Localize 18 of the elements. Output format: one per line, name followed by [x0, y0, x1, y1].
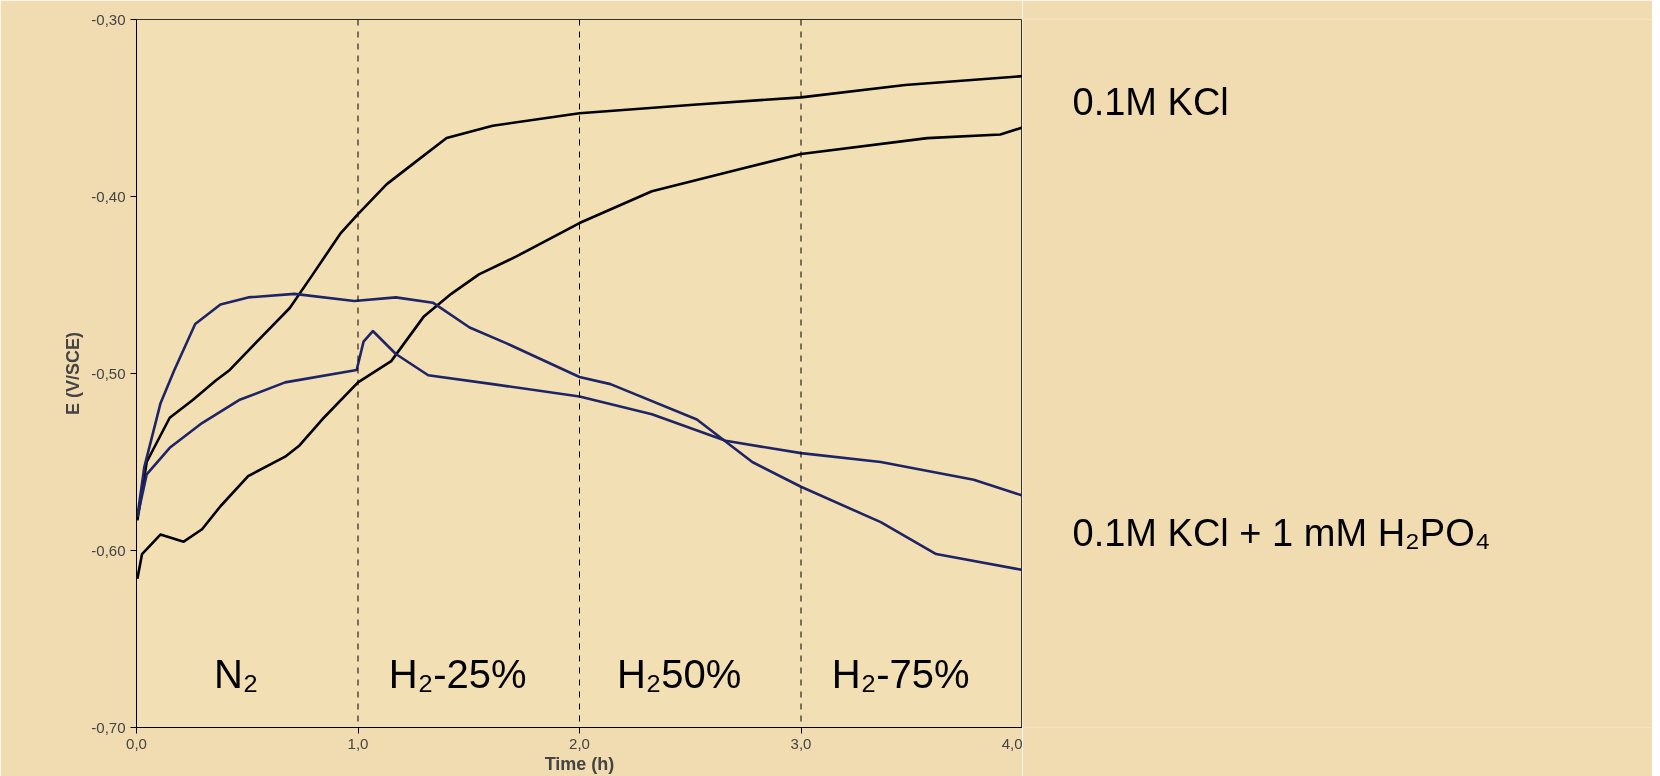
annotation: H₂50%	[616, 652, 742, 697]
annotation: H₂-25%	[388, 652, 527, 697]
series-label: 0.1M KCl	[1072, 80, 1229, 123]
y-tick-label: -0,40	[91, 187, 126, 205]
y-tick-label: -0,70	[91, 718, 126, 736]
y-tick-label: -0,50	[91, 364, 126, 382]
x-tick-label: 1,0	[347, 734, 369, 752]
annotation: N₂	[213, 652, 259, 697]
y-tick-label: -0,60	[91, 541, 126, 559]
x-tick-label: 0,0	[126, 734, 147, 752]
y-axis-title: E (V/SCE)	[63, 331, 84, 416]
x-tick-label: 4,0	[1001, 734, 1023, 752]
x-axis-title: Time (h)	[544, 753, 615, 774]
series-label: 0.1M KCl + 1 mM H₂PO₄	[1072, 511, 1491, 554]
x-tick-label: 2,0	[569, 734, 590, 752]
annotation: H₂-75%	[831, 652, 970, 697]
y-tick-label: -0,30	[91, 10, 126, 28]
x-tick-label: 3,0	[790, 734, 812, 752]
